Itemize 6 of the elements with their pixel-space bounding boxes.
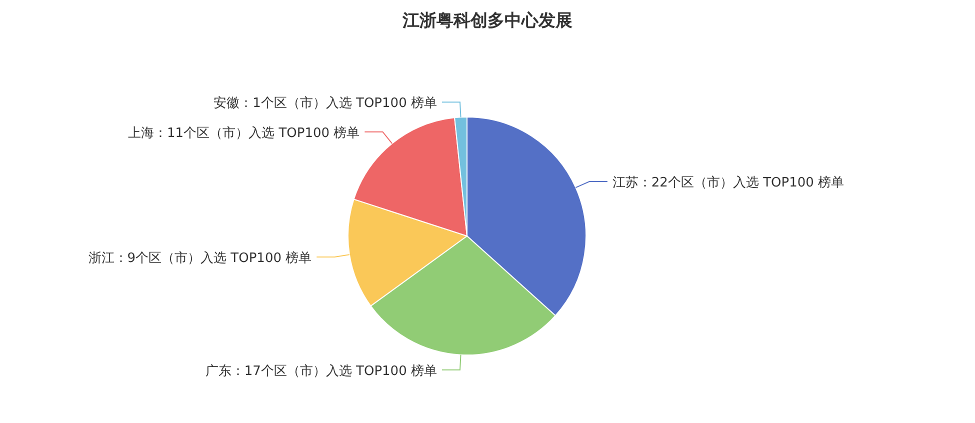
slice-label: 上海：11个区（市）入选 TOP100 榜单 — [128, 126, 360, 141]
slice-label: 广东：17个区（市）入选 TOP100 榜单 — [205, 364, 437, 379]
slice-label: 安徽：1个区（市）入选 TOP100 榜单 — [214, 95, 437, 112]
chart-title: 江浙粤科创多中心发展 — [402, 11, 572, 31]
slice-label: 江苏：22个区（市）入选 TOP100 榜单 — [612, 175, 844, 190]
slice-label: 浙江：9个区（市）入选 TOP100 榜单 — [88, 250, 312, 266]
